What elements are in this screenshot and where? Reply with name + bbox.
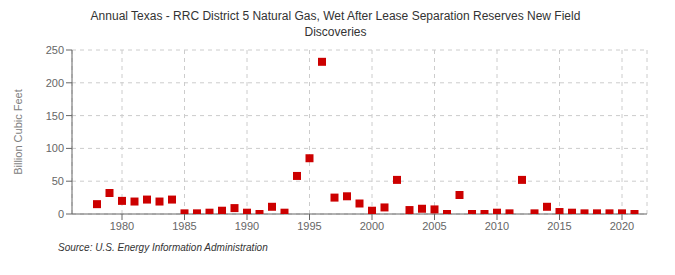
svg-text:2015: 2015 bbox=[547, 220, 571, 232]
svg-text:150: 150 bbox=[46, 110, 64, 122]
svg-text:2020: 2020 bbox=[610, 220, 634, 232]
html-text:Annual Texas - RRC District 5: Annual Texas - RRC District 5 Natural Ga… bbox=[90, 9, 581, 23]
svg-text:1980: 1980 bbox=[110, 220, 134, 232]
svg-text:2000: 2000 bbox=[360, 220, 384, 232]
svg-text:2005: 2005 bbox=[422, 220, 446, 232]
svg-text:0: 0 bbox=[58, 208, 64, 220]
svg-text:1985: 1985 bbox=[172, 220, 196, 232]
html-text:Source: U.S. Energy Informatio: Source: U.S. Energy Information Administ… bbox=[58, 242, 268, 253]
svg-text:50: 50 bbox=[52, 175, 64, 187]
svg-text:200: 200 bbox=[46, 77, 64, 89]
svg-text:1995: 1995 bbox=[297, 220, 321, 232]
svg-text:Billion Cubic Feet: Billion Cubic Feet bbox=[12, 89, 24, 175]
html-text:Discoveries: Discoveries bbox=[304, 25, 367, 39]
svg-text:250: 250 bbox=[46, 44, 64, 56]
svg-text:100: 100 bbox=[46, 142, 64, 154]
svg-text:1990: 1990 bbox=[235, 220, 259, 232]
svg-text:2010: 2010 bbox=[485, 220, 509, 232]
